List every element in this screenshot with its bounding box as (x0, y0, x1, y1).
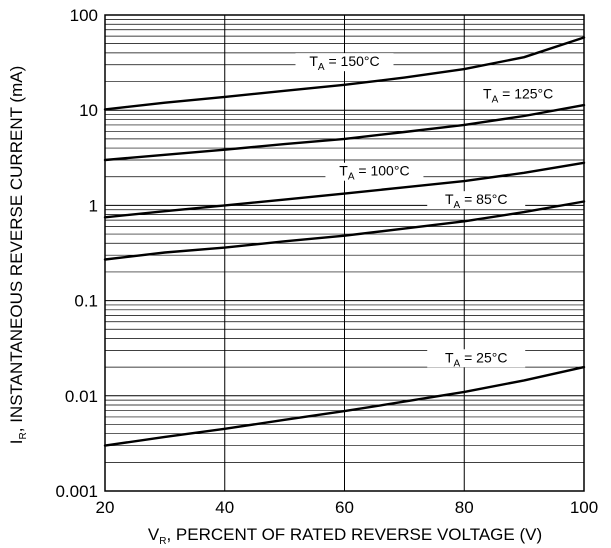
series-label: TA = 125°C (483, 86, 553, 106)
y-tick-label: 0.1 (74, 292, 98, 311)
x-tick-label: 80 (455, 498, 474, 517)
x-tick-labels: 20 40 60 80 100 (96, 498, 599, 517)
series-lines (103, 36, 586, 447)
series-line (103, 200, 586, 261)
series-label: TA = 85°C (445, 191, 507, 211)
x-tick-label: 100 (570, 498, 598, 517)
series-label: TA = 25°C (445, 349, 507, 369)
x-axis-title: VR, PERCENT OF RATED REVERSE VOLTAGE (V) (148, 525, 542, 547)
y-tick-labels: 100 10 1 0.1 0.01 0.001 (55, 6, 98, 501)
series-line (103, 365, 586, 447)
x-tick-label: 60 (335, 498, 354, 517)
x-tick-label: 40 (215, 498, 234, 517)
series-line (103, 36, 586, 111)
y-tick-label: 1 (89, 196, 98, 215)
y-tick-label: 0.01 (65, 387, 98, 406)
y-axis-title: IR, INSTANTANEOUS REVERSE CURRENT (mA) (7, 66, 29, 444)
series-label: TA = 100°C (339, 163, 409, 183)
y-tick-label: 10 (79, 101, 98, 120)
series-line (103, 103, 586, 162)
x-tick-label: 20 (96, 498, 115, 517)
series-label: TA = 150°C (309, 53, 379, 73)
series-label-background (427, 191, 526, 210)
series-labels: TA = 150°C TA = 125°C TA = 100°C TA = 85°C T… (295, 53, 568, 369)
series-label-background (469, 85, 568, 104)
series-label-background (427, 349, 526, 368)
series-line (103, 161, 586, 219)
series-label-background (295, 53, 394, 72)
series-label-background (325, 162, 424, 181)
plot-frame (104, 14, 585, 492)
y-tick-label: 0.001 (55, 482, 98, 501)
y-tick-label: 100 (70, 6, 98, 25)
